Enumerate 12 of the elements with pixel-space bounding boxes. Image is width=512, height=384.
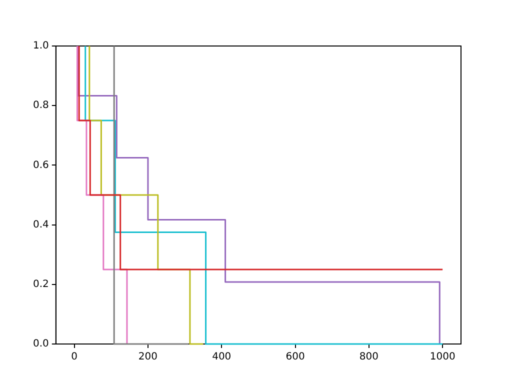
x-tick-label: 400	[212, 352, 232, 363]
y-tick-label: 0.8	[32, 100, 49, 112]
y-tick-label: 0.0	[32, 338, 49, 350]
y-tick-label: 1.0	[32, 40, 49, 52]
y-tick-label: 0.2	[32, 278, 49, 290]
x-tick-label: 600	[286, 352, 305, 363]
x-tick-label: 800	[359, 352, 378, 363]
y-tick-label: 0.4	[32, 219, 49, 230]
y-tick-label: 0.6	[32, 160, 49, 171]
x-tick-label: 1000	[430, 352, 456, 363]
x-tick-label: 0	[71, 352, 78, 363]
x-tick-label: 200	[138, 352, 158, 363]
